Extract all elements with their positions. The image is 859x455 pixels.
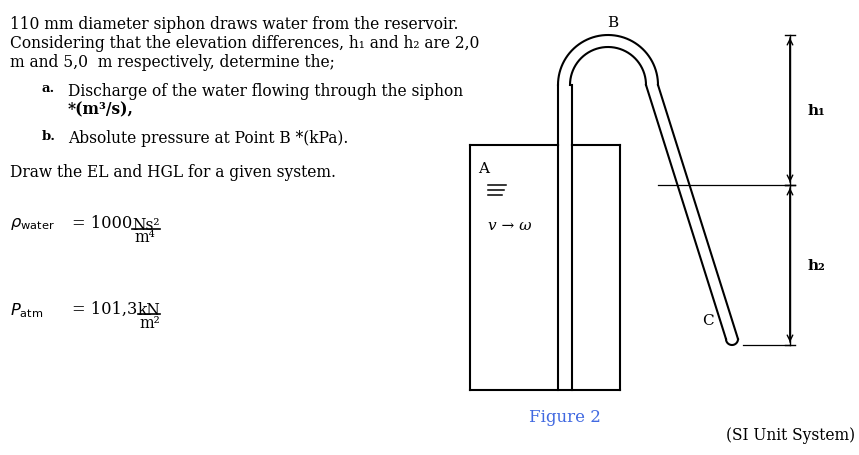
Text: Draw the EL and HGL for a given system.: Draw the EL and HGL for a given system. — [10, 164, 336, 181]
Text: A: A — [478, 162, 489, 176]
Text: h₂: h₂ — [808, 258, 825, 273]
Text: Figure 2: Figure 2 — [529, 408, 601, 425]
Text: (SI Unit System): (SI Unit System) — [726, 426, 855, 443]
Text: Considering that the elevation differences, h₁ and h₂ are 2,0: Considering that the elevation differenc… — [10, 35, 479, 52]
Text: a.: a. — [42, 82, 55, 95]
Text: = 1000: = 1000 — [72, 215, 132, 232]
Text: m⁴: m⁴ — [134, 229, 155, 246]
Text: = 101,3: = 101,3 — [72, 300, 137, 317]
Text: Ns²: Ns² — [132, 216, 160, 233]
Text: $\rho_{\rm water}$: $\rho_{\rm water}$ — [10, 215, 55, 231]
Text: B: B — [607, 16, 618, 30]
Text: kN: kN — [138, 301, 161, 318]
Text: v → ω: v → ω — [488, 218, 532, 233]
Text: m and 5,0  m respectively, determine the;: m and 5,0 m respectively, determine the; — [10, 54, 335, 71]
Text: $P_{\rm atm}$: $P_{\rm atm}$ — [10, 300, 43, 319]
Text: b.: b. — [42, 130, 56, 143]
Text: Discharge of the water flowing through the siphon: Discharge of the water flowing through t… — [68, 82, 463, 99]
Text: C: C — [702, 313, 714, 327]
Text: h₁: h₁ — [808, 104, 825, 118]
Text: Absolute pressure at Point B *(kPa).: Absolute pressure at Point B *(kPa). — [68, 130, 349, 147]
Text: m²: m² — [139, 314, 160, 331]
Text: 110 mm diameter siphon draws water from the reservoir.: 110 mm diameter siphon draws water from … — [10, 16, 459, 33]
Text: *(m³/s),: *(m³/s), — [68, 101, 134, 118]
